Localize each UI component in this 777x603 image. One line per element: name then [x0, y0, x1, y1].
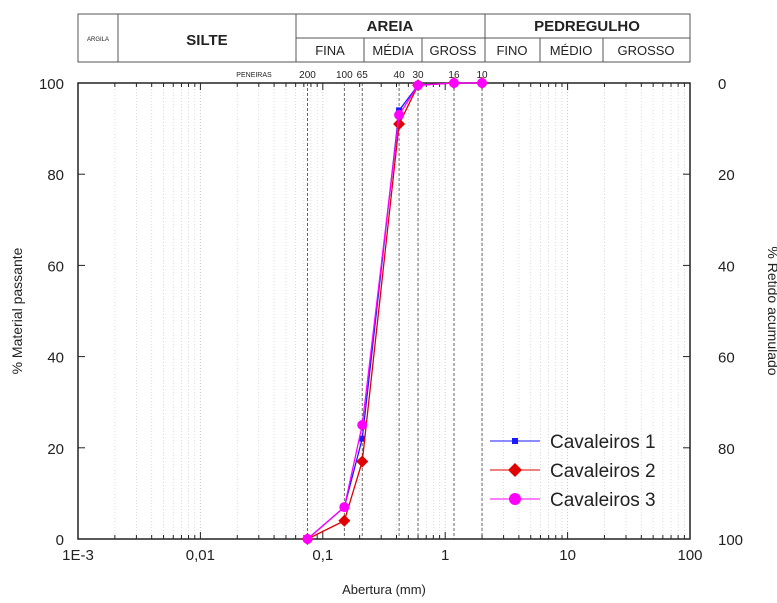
legend-item-3: Cavaleiros 3: [490, 490, 656, 511]
argila-label: ARGILA: [87, 37, 109, 43]
y2-tick-label: 60: [718, 350, 735, 367]
y2-tick-label: 80: [718, 441, 735, 458]
plot-frame: [77, 82, 691, 540]
data-point-circle: [448, 78, 459, 88]
x-tick-label: 1E-3: [62, 547, 94, 564]
legend-marker-circle-icon: [509, 493, 521, 505]
sieve-label: 200: [299, 70, 316, 81]
sieve-label: 40: [394, 70, 406, 81]
sieves-label: PENEIRAS: [236, 72, 272, 79]
pedregulho-fino-label: FINO: [496, 43, 527, 58]
legend-item-1: Cavaleiros 1: [490, 432, 656, 453]
y-tick-label: 0: [56, 532, 64, 549]
y2-tick-label: 100: [718, 532, 743, 549]
data-point-square: [359, 435, 366, 442]
silte-label: SILTE: [186, 32, 227, 49]
y-axis-title: % Material passante: [9, 247, 25, 374]
legend-label-1: Cavaleiros 1: [550, 432, 656, 453]
y2-axis-title: % Retido acumulado: [765, 246, 777, 375]
y2-tick-label: 20: [718, 167, 735, 184]
y-tick-label: 40: [47, 350, 64, 367]
data-point-circle: [413, 80, 424, 91]
y-tick-label: 100: [39, 76, 64, 93]
series-layer: [301, 77, 489, 545]
pedregulho-medio-label: MÉDIO: [550, 43, 593, 58]
data-point-circle: [477, 78, 488, 88]
y-tick-label: 60: [47, 258, 64, 275]
legend-marker-diamond-icon: [508, 463, 522, 477]
data-point-circle: [394, 109, 405, 120]
sieve-label: 65: [357, 70, 369, 81]
data-point-circle: [357, 420, 368, 430]
areia-media-label: MÉDIA: [372, 43, 414, 58]
x-axis-title: Abertura (mm): [342, 582, 426, 597]
soil-classification-table: ARGILA SILTE AREIA PEDREGULHO FINA MÉDIA…: [77, 13, 691, 63]
legend-item-2: Cavaleiros 2: [490, 461, 656, 482]
y2-tick-label: 40: [718, 258, 735, 275]
data-point-diamond: [338, 514, 351, 527]
sieve-label: 10: [476, 70, 488, 81]
x-tick-label: 10: [559, 547, 576, 564]
x-tick-label: 100: [677, 547, 702, 564]
axis-layer: 1E-3 0,01 0,1 1 10 100 0 20 40 60 80 100 100 80 60 40 20…: [39, 76, 743, 564]
pedregulho-label: PEDREGULHO: [534, 18, 640, 35]
sieve-label: 30: [412, 70, 424, 81]
areia-fina-label: FINA: [315, 43, 345, 58]
data-point-diamond: [356, 455, 369, 468]
legend-marker-square-icon: [512, 438, 518, 444]
areia-label: AREIA: [367, 18, 414, 35]
legend-label-2: Cavaleiros 2: [550, 461, 656, 482]
x-tick-label: 0,1: [312, 547, 333, 564]
sieve-label: 16: [448, 70, 460, 81]
data-point-diamond: [393, 118, 406, 131]
y-tick-label: 80: [47, 167, 64, 184]
pedregulho-grosso-label: GROSSO: [617, 43, 674, 58]
legend: Cavaleiros 1 Cavaleiros 2 Cavaleiros 3: [490, 432, 656, 511]
x-tick-label: 0,01: [186, 547, 215, 564]
data-point-circle: [302, 534, 313, 544]
data-point-circle: [339, 502, 350, 513]
series-line-3: [307, 82, 483, 540]
legend-label-3: Cavaleiros 3: [550, 490, 656, 511]
sieve-label: 100: [336, 70, 353, 81]
y2-tick-label: 0: [718, 76, 726, 93]
x-tick-label: 1: [441, 547, 449, 564]
grid-layer: [77, 83, 691, 539]
areia-grossa-label: GROSS: [430, 43, 477, 58]
y-tick-label: 20: [47, 441, 64, 458]
